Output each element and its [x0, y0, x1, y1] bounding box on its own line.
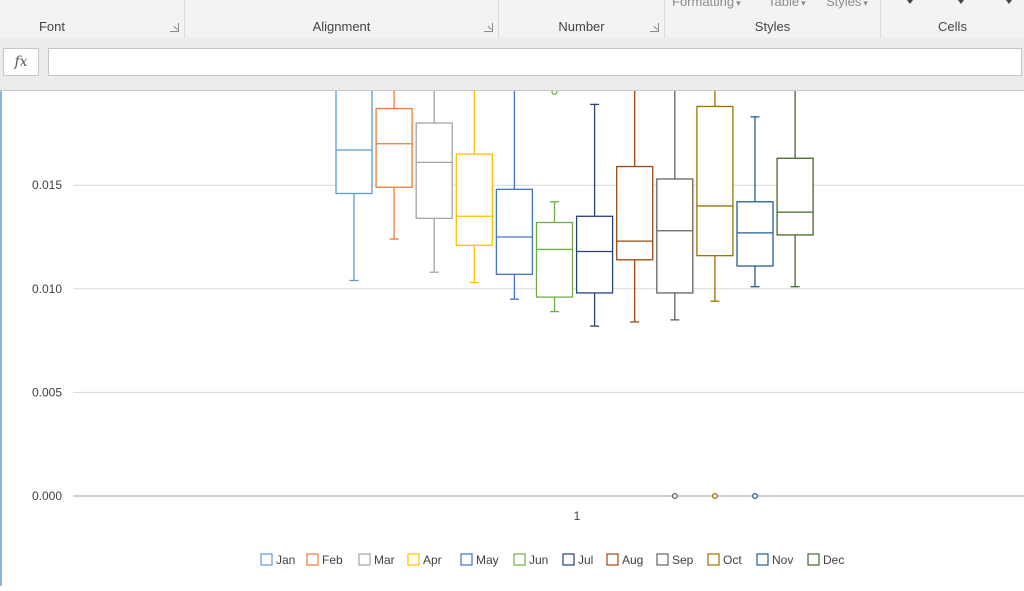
- outlier-point[interactable]: [751, 492, 759, 500]
- chart-legend[interactable]: Jan Feb Mar Apr May Jun Jul Aug Sep Oct Nov Dec: [260, 553, 844, 567]
- legend-swatch: [513, 553, 526, 566]
- box-body[interactable]: [415, 122, 453, 220]
- group-label-cells: Cells: [938, 19, 967, 34]
- legend-label: Mar: [374, 553, 395, 567]
- y-axis-tick-labels: 0.000 0.005 0.010 0.015: [32, 178, 62, 503]
- box-body[interactable]: [455, 153, 493, 246]
- legend-swatch: [306, 553, 319, 566]
- format-as-table-button-label[interactable]: Table ▾: [768, 0, 806, 9]
- legend-label: Oct: [723, 553, 742, 567]
- outlier-point[interactable]: [671, 492, 678, 500]
- y-tick-label: 0.000: [32, 489, 62, 503]
- legend-swatch: [606, 553, 619, 566]
- outlier-point[interactable]: [711, 492, 718, 500]
- group-label-alignment: Alignment: [312, 19, 371, 34]
- delete-dropdown-arrow[interactable]: [958, 0, 964, 4]
- box-body[interactable]: [495, 188, 534, 275]
- y-tick-label: 0.005: [32, 385, 62, 399]
- x-axis-tick-labels: 1: [574, 509, 581, 523]
- formula-input[interactable]: [48, 48, 1022, 76]
- box-body[interactable]: [535, 221, 574, 298]
- box-body[interactable]: [736, 201, 774, 267]
- box-body[interactable]: [616, 165, 654, 261]
- legend-swatch: [656, 553, 669, 566]
- legend-item-nov[interactable]: Nov: [756, 553, 793, 567]
- box-feb[interactable]: [375, 91, 413, 240]
- group-label-number: Number: [558, 19, 605, 34]
- box-jul[interactable]: [575, 103, 614, 327]
- box-nov[interactable]: [736, 116, 774, 288]
- box-mar[interactable]: [415, 91, 453, 273]
- box-body[interactable]: [696, 105, 734, 257]
- box-body[interactable]: [656, 178, 694, 294]
- format-dropdown-arrow[interactable]: [1006, 0, 1012, 4]
- box-dec[interactable]: [776, 91, 814, 288]
- legend-item-jan[interactable]: Jan: [260, 553, 295, 567]
- legend-item-feb[interactable]: Feb: [306, 553, 343, 567]
- ribbon-group-font: Font: [0, 0, 185, 38]
- legend-item-dec[interactable]: Dec: [807, 553, 844, 567]
- box-whisker-chart[interactable]: 0.000 0.005 0.010 0.015 1 Jan Feb Mar Apr May Ju…: [2, 88, 1024, 586]
- legend-swatch: [807, 553, 820, 566]
- legend-swatch: [260, 553, 273, 566]
- y-tick-label: 0.015: [32, 178, 62, 192]
- ribbon-group-labels: Formatting ▾ Table ▾ Styles ▾ Font Alignmen…: [0, 0, 1024, 39]
- y-tick-label: 0.010: [32, 282, 62, 296]
- formula-bar: fx: [0, 38, 1024, 91]
- alignment-dialog-launcher-icon[interactable]: [484, 23, 493, 32]
- legend-swatch: [756, 553, 769, 566]
- legend-label: May: [476, 553, 499, 567]
- legend-label: Jun: [529, 553, 548, 567]
- function-icon: fx: [14, 54, 28, 70]
- box-series[interactable]: [335, 91, 814, 327]
- font-dialog-launcher-icon[interactable]: [170, 23, 179, 32]
- box-jan[interactable]: [335, 91, 373, 282]
- legend-item-oct[interactable]: Oct: [707, 553, 742, 567]
- conditional-formatting-button-label[interactable]: Formatting ▾: [672, 0, 741, 9]
- group-label-styles: Styles: [754, 19, 791, 34]
- legend-label: Dec: [823, 553, 844, 567]
- group-label-font: Font: [38, 19, 65, 34]
- legend-item-may[interactable]: May: [460, 553, 499, 567]
- insert-function-button[interactable]: fx: [3, 48, 39, 76]
- legend-label: Sep: [672, 553, 694, 567]
- legend-label: Feb: [322, 553, 343, 567]
- legend-label: Nov: [772, 553, 793, 567]
- outlier-point[interactable]: [551, 88, 558, 96]
- box-oct[interactable]: [696, 91, 734, 302]
- insert-dropdown-arrow[interactable]: [907, 0, 913, 4]
- legend-label: Apr: [423, 553, 442, 567]
- legend-swatch: [707, 553, 720, 566]
- legend-label: Jul: [578, 553, 593, 567]
- legend-item-mar[interactable]: Mar: [358, 553, 395, 567]
- box-body[interactable]: [575, 215, 614, 294]
- legend-swatch: [562, 553, 575, 566]
- legend-swatch: [407, 553, 420, 566]
- legend-item-sep[interactable]: Sep: [656, 553, 694, 567]
- legend-item-jun[interactable]: Jun: [513, 553, 548, 567]
- ribbon-group-cells: Cells: [881, 0, 1024, 38]
- box-body[interactable]: [375, 107, 413, 188]
- x-tick-label: 1: [574, 509, 581, 523]
- number-dialog-launcher-icon[interactable]: [650, 23, 659, 32]
- ribbon-group-alignment: Alignment: [185, 0, 499, 38]
- ribbon-group-number: Number: [499, 0, 665, 38]
- box-may[interactable]: [495, 91, 534, 300]
- box-sep[interactable]: [656, 91, 694, 321]
- chart-area[interactable]: 0.000 0.005 0.010 0.015 1 Jan Feb Mar Apr May Ju…: [0, 88, 1024, 586]
- legend-swatch: [460, 553, 473, 566]
- ribbon-group-styles: Styles: [665, 0, 881, 38]
- cell-styles-button-label[interactable]: Styles ▾: [826, 0, 868, 9]
- legend-label: Jan: [276, 553, 295, 567]
- box-apr[interactable]: [455, 91, 493, 284]
- legend-item-aug[interactable]: Aug: [606, 553, 643, 567]
- box-body[interactable]: [335, 91, 373, 195]
- legend-item-apr[interactable]: Apr: [407, 553, 442, 567]
- box-body[interactable]: [776, 157, 814, 236]
- box-jun[interactable]: [535, 201, 574, 313]
- legend-swatch: [358, 553, 371, 566]
- legend-item-jul[interactable]: Jul: [562, 553, 593, 567]
- legend-label: Aug: [622, 553, 643, 567]
- box-aug[interactable]: [616, 91, 654, 323]
